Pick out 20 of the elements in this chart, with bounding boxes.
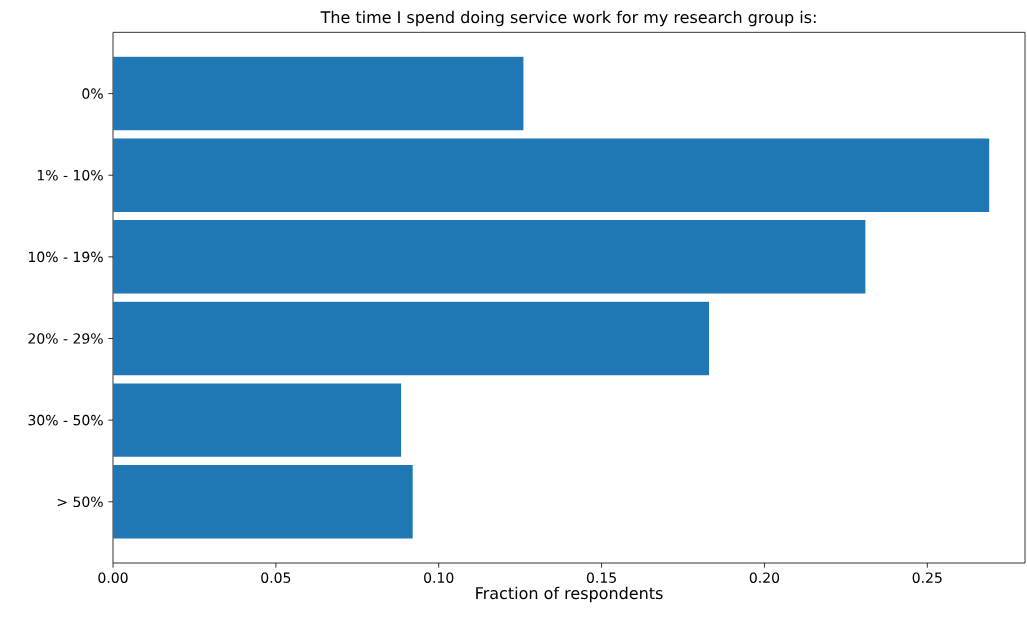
y-tick-label: 10% - 19% [28,251,103,263]
bar [113,56,524,131]
x-axis-title: Fraction of respondents [476,586,663,603]
y-tick-label: 20% - 29% [28,333,103,344]
y-tick-label: > 50% [57,496,103,508]
chart-title: The time I spend doing service work for my research group is: [320,10,816,27]
x-tick-label: 0.25 [912,572,942,583]
x-tick-label: 0.00 [98,572,128,583]
x-tick-label: 0.15 [586,572,616,583]
x-tick-label: 0.20 [749,572,780,583]
bar [113,383,402,457]
bar [113,138,990,212]
x-tick-label: 0.05 [261,572,291,583]
bar [113,465,413,539]
x-tick-label: 0.10 [424,572,454,583]
y-tick-label: 30% - 50% [28,414,103,426]
bar [113,220,866,294]
bar [113,301,710,376]
y-tick-label: 0% [82,88,103,99]
y-tick-label: 1% - 10% [37,169,103,181]
